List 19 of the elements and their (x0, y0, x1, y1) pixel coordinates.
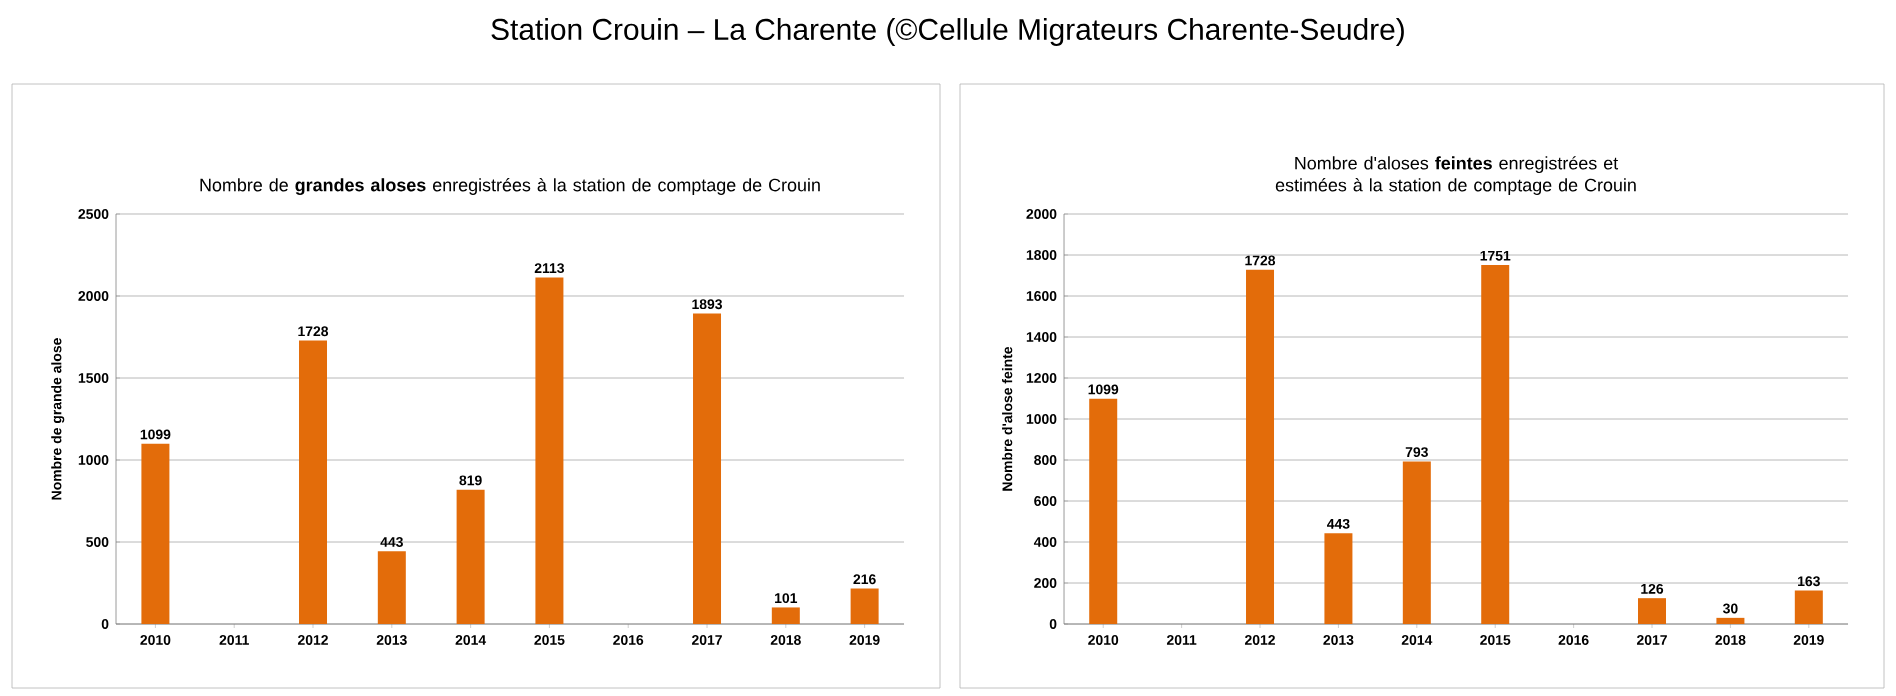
bar (299, 340, 328, 624)
bar (141, 443, 170, 624)
bar (1089, 398, 1118, 624)
bar (1324, 533, 1353, 624)
text: Station Crouin – La Charente (©Cellule Migrateurs Charente-Seudre) (491, 18, 1404, 46)
bar (771, 607, 800, 624)
bar (850, 588, 879, 624)
bar (1638, 598, 1667, 624)
bar (1481, 265, 1510, 624)
bar (1246, 269, 1275, 624)
bar (1794, 590, 1823, 624)
bar (1716, 617, 1745, 624)
bar (693, 313, 722, 624)
bar (456, 489, 485, 624)
bar (377, 551, 406, 624)
chart-title: Nombre d'aloses feintes enregistrées et estimées à la station de comptage de Crouin (1275, 156, 1636, 195)
chart-title: Nombre de grandes aloses enregistrées à la station de comptage de Crouin (200, 177, 820, 196)
bar (1402, 461, 1431, 624)
bar (535, 277, 564, 624)
